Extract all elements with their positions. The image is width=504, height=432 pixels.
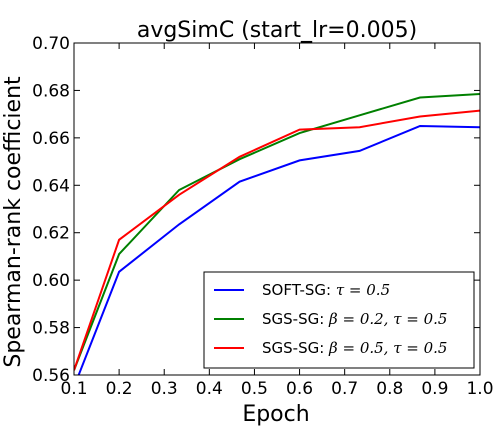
x-axis-label: Epoch <box>242 402 309 427</box>
y-tick-label: 0.58 <box>32 319 70 339</box>
x-tick-label: 0.6 <box>286 379 313 399</box>
x-tick-label: 0.5 <box>241 379 268 399</box>
axis-ticks: 0.1 0.2 0.3 0.4 0.5 0.6 0.7 0.8 0.9 1.0 0.56 0.58 0.… <box>32 34 493 399</box>
y-tick-label: 0.62 <box>32 224 70 244</box>
y-tick-label: 0.70 <box>32 34 70 54</box>
x-tick-label: 1.0 <box>466 379 493 399</box>
x-tick-label: 0.8 <box>376 379 403 399</box>
plot-area-frame <box>73 42 481 376</box>
y-tick-label: 0.56 <box>32 366 70 386</box>
x-tick-label: 0.4 <box>196 379 223 399</box>
y-tick-label: 0.60 <box>32 271 70 291</box>
series-line-2 <box>74 93 480 371</box>
x-tick-label: 0.9 <box>421 379 448 399</box>
y-axis-label: Spearman-rank coefficient <box>1 76 26 368</box>
chart-title: avgSimC (start_lr=0.005) <box>137 18 417 43</box>
legend-label-3: SGS-SG: β = 0.5, τ = 0.5 <box>262 339 447 357</box>
legend-label-2: SGS-SG: β = 0.2, τ = 0.5 <box>262 310 447 328</box>
y-tick-label: 0.64 <box>32 176 70 196</box>
x-tick-label: 0.2 <box>106 379 133 399</box>
legend-box <box>203 271 475 369</box>
x-tick-label: 0.1 <box>60 379 87 399</box>
series-line-1 <box>77 124 480 375</box>
series-line-3 <box>74 109 480 371</box>
x-tick-label: 0.7 <box>331 379 358 399</box>
legend: SOFT-SG: τ = 0.5 SGS-SG: β = 0.2, τ = 0.5… <box>203 271 475 369</box>
y-tick-label: 0.66 <box>32 129 70 149</box>
x-tick-label: 0.3 <box>151 379 178 399</box>
series-layer <box>74 93 480 375</box>
legend-label-1: SOFT-SG: τ = 0.5 <box>262 281 390 299</box>
y-tick-label: 0.68 <box>32 81 70 101</box>
